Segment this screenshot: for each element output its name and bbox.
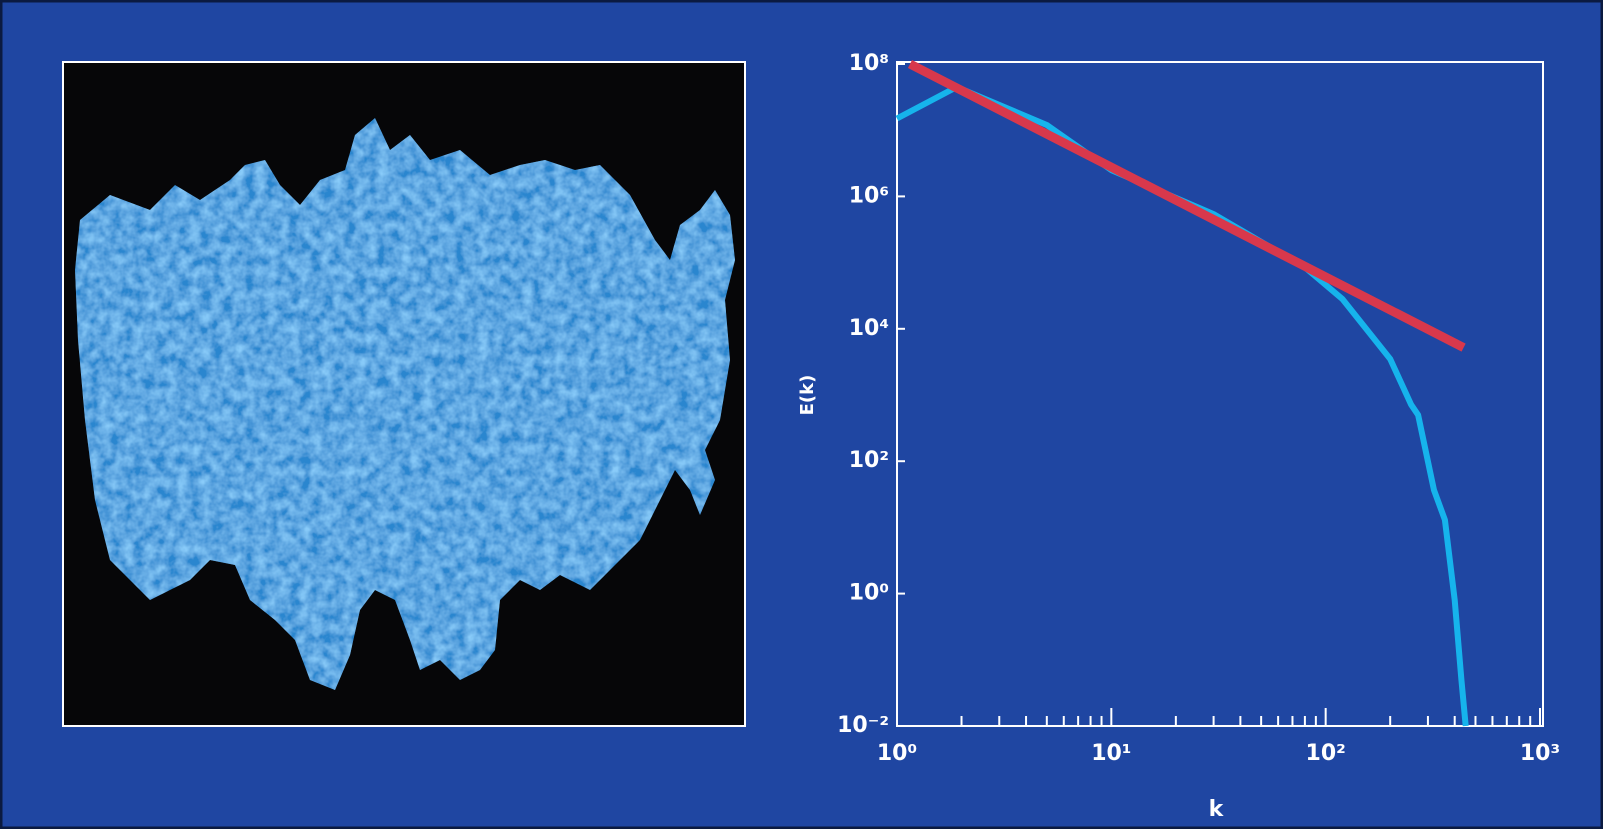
x-tick-label: 10⁰ xyxy=(877,741,917,766)
y-axis-label: E(k) xyxy=(797,375,818,416)
y-tick-label: 10² xyxy=(849,448,889,473)
page: k E(k) 10⁰10¹10²10³10⁻²10⁰10²10⁴10⁶10⁸ (… xyxy=(0,0,1603,829)
y-tick-label: 10⁰ xyxy=(849,581,889,606)
figure: k E(k) 10⁰ 10¹ 10² 10³ 10⁻² 10⁰ 10² 10⁴ 10⁶ 10⁸ xyxy=(0,0,1603,829)
y-tick-label: 10⁴ xyxy=(849,316,889,341)
y-tick-label: 10⁸ xyxy=(849,51,889,76)
x-tick-label: 10² xyxy=(1306,741,1346,766)
x-tick-label: 10³ xyxy=(1520,741,1560,766)
y-tick-label: 10⁻² xyxy=(837,713,889,738)
x-tick-label: 10¹ xyxy=(1091,741,1131,766)
x-axis-label: k xyxy=(1209,797,1225,822)
y-tick-label: 10⁶ xyxy=(849,183,889,208)
